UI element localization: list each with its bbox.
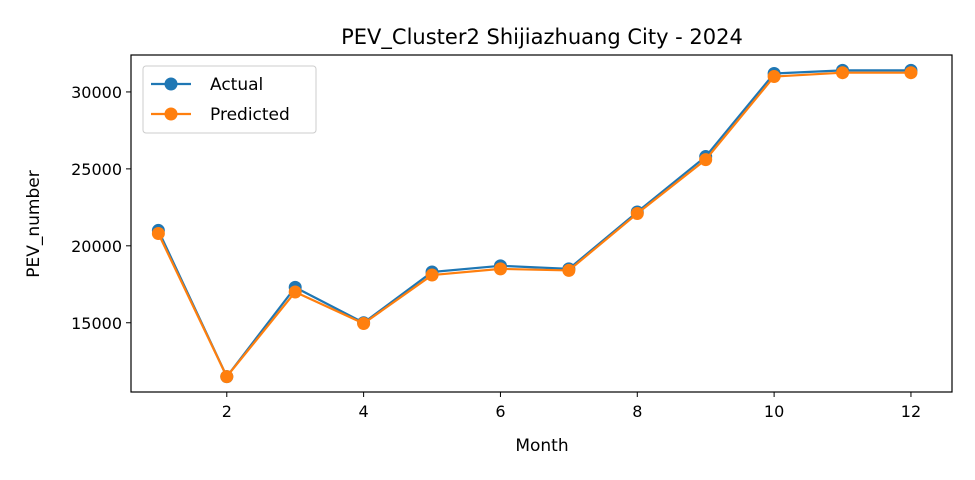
data-point-predicted — [220, 370, 234, 384]
legend-frame — [142, 65, 317, 134]
data-point-predicted — [699, 153, 713, 167]
x-axis: 2 4 6 8 10 12 — [222, 392, 921, 421]
y-tick-label: 30000 — [71, 83, 122, 102]
legend: Actual Predicted — [142, 65, 317, 134]
series-layer — [151, 63, 918, 384]
data-point-predicted — [904, 66, 918, 80]
y-tick-label: 15000 — [71, 314, 122, 333]
legend-marker-predicted — [164, 107, 178, 121]
data-point-predicted — [288, 285, 302, 299]
x-tick-label: 10 — [764, 402, 784, 421]
plot-area-frame — [130, 54, 953, 393]
data-point-predicted — [836, 66, 850, 80]
legend-label-actual: Actual — [210, 75, 263, 95]
x-tick-label: 8 — [632, 402, 642, 421]
legend-label-predicted: Predicted — [210, 105, 290, 125]
y-tick-label: 20000 — [71, 237, 122, 256]
data-point-predicted — [562, 263, 576, 277]
x-tick-label: 4 — [359, 402, 369, 421]
x-tick-label: 6 — [495, 402, 505, 421]
y-axis-label: PEV_number — [24, 170, 44, 277]
data-point-predicted — [767, 70, 781, 84]
data-point-predicted — [630, 206, 644, 220]
x-axis-label: Month — [515, 436, 568, 456]
y-tick-label: 25000 — [71, 160, 122, 179]
chart-title: PEV_Cluster2 Shijiazhuang City - 2024 — [341, 25, 743, 50]
data-point-predicted — [425, 268, 439, 282]
legend-marker-actual — [164, 77, 178, 91]
x-tick-label: 12 — [901, 402, 921, 421]
data-point-predicted — [357, 317, 371, 331]
data-point-predicted — [493, 262, 507, 276]
series-line-actual — [157, 69, 911, 378]
x-tick-label: 2 — [222, 402, 232, 421]
series-line-predicted — [157, 71, 911, 378]
y-axis: 15000 20000 25000 30000 — [71, 83, 131, 333]
data-point-predicted — [151, 227, 165, 241]
